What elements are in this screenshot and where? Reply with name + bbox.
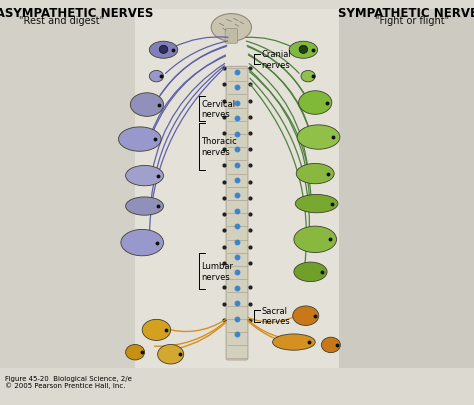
Text: PARASYMPATHETIC NERVES: PARASYMPATHETIC NERVES — [0, 7, 153, 20]
Ellipse shape — [118, 128, 161, 152]
Ellipse shape — [149, 42, 178, 59]
Ellipse shape — [292, 306, 319, 326]
Text: Thoracic
nerves: Thoracic nerves — [201, 137, 237, 156]
Ellipse shape — [289, 42, 318, 59]
Text: Lumbar
nerves: Lumbar nerves — [201, 262, 234, 281]
Ellipse shape — [126, 166, 164, 186]
FancyBboxPatch shape — [226, 67, 248, 360]
Ellipse shape — [301, 71, 315, 83]
Ellipse shape — [294, 262, 327, 282]
Ellipse shape — [126, 198, 164, 215]
Ellipse shape — [159, 46, 168, 54]
Ellipse shape — [121, 230, 164, 256]
Ellipse shape — [126, 345, 145, 360]
Ellipse shape — [142, 320, 171, 341]
Ellipse shape — [295, 195, 338, 213]
Ellipse shape — [149, 71, 164, 83]
Ellipse shape — [130, 94, 164, 117]
Ellipse shape — [296, 164, 334, 184]
Ellipse shape — [157, 345, 183, 364]
FancyBboxPatch shape — [225, 30, 237, 44]
FancyBboxPatch shape — [135, 10, 339, 369]
Ellipse shape — [294, 227, 337, 253]
FancyBboxPatch shape — [0, 10, 135, 369]
Ellipse shape — [299, 46, 308, 54]
Ellipse shape — [273, 334, 315, 350]
Text: Figure 45-20  Biological Science, 2/e
© 2005 Pearson Prentice Hall, Inc.: Figure 45-20 Biological Science, 2/e © 2… — [5, 375, 132, 388]
Text: Sacral
nerves: Sacral nerves — [262, 306, 291, 326]
Ellipse shape — [299, 92, 332, 115]
FancyBboxPatch shape — [339, 10, 474, 369]
Text: "Fight or flight": "Fight or flight" — [375, 16, 449, 26]
Text: Cranial
nerves: Cranial nerves — [262, 50, 292, 70]
Ellipse shape — [297, 126, 340, 150]
Text: Cervical
nerves: Cervical nerves — [201, 100, 236, 119]
Ellipse shape — [321, 337, 340, 353]
Ellipse shape — [211, 15, 251, 42]
Text: SYMPATHETIC NERVES: SYMPATHETIC NERVES — [338, 7, 474, 20]
Text: "Rest and digest": "Rest and digest" — [19, 16, 104, 26]
